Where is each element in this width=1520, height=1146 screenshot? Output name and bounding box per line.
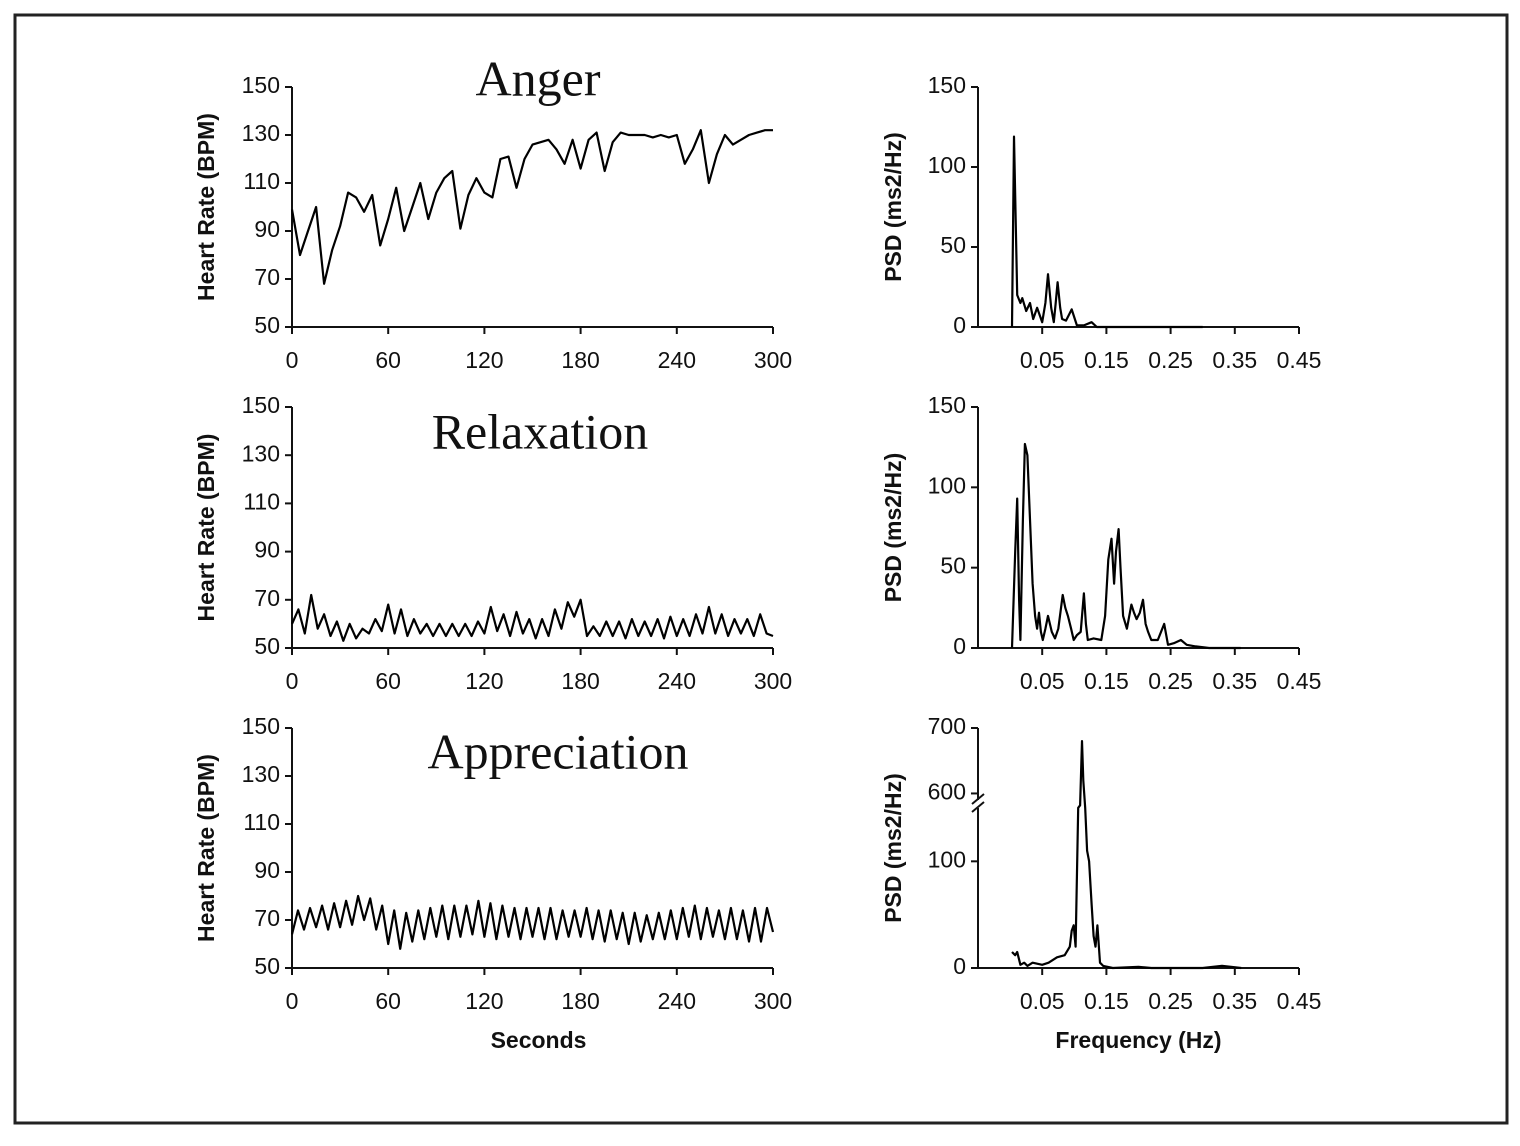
x-tick-label: 0.15 [1084, 347, 1129, 373]
y-tick-label: 600 [928, 779, 966, 805]
x-tick-label: 240 [658, 347, 696, 373]
chart-title: Appreciation [427, 723, 688, 779]
x-tick-label: 0.45 [1277, 668, 1322, 694]
y-tick-label: 70 [254, 585, 280, 611]
x-tick-label: 0.25 [1148, 988, 1193, 1014]
x-tick-label: 180 [561, 347, 599, 373]
y-tick-label: 700 [928, 713, 966, 739]
y-tick-label: 150 [242, 392, 280, 418]
x-tick-label: 0.05 [1020, 347, 1065, 373]
y-axis-label: Heart Rate (BPM) [193, 434, 219, 622]
x-tick-label: 180 [561, 668, 599, 694]
y-axis-label: PSD (ms2/Hz) [880, 132, 906, 282]
x-tick-label: 0.15 [1084, 988, 1129, 1014]
data-line [290, 894, 775, 950]
x-tick-label: 0.35 [1212, 988, 1257, 1014]
x-tick-label: 0.25 [1148, 347, 1193, 373]
y-tick-label: 90 [254, 857, 280, 883]
y-tick-label: 150 [928, 72, 966, 98]
y-tick-label: 0 [953, 633, 966, 659]
chart-title: Anger [476, 50, 601, 106]
axis-break [971, 793, 985, 805]
x-tick-label: 0.05 [1020, 988, 1065, 1014]
x-tick-label: 300 [754, 668, 792, 694]
y-axis-label: PSD (ms2/Hz) [880, 773, 906, 923]
y-tick-label: 70 [254, 905, 280, 931]
x-tick-label: 120 [465, 668, 503, 694]
x-tick-label: 120 [465, 988, 503, 1014]
y-tick-label: 100 [928, 846, 966, 872]
x-axis-label: Seconds [491, 1027, 587, 1053]
data-line [290, 129, 773, 285]
x-tick-label: 300 [754, 347, 792, 373]
data-line [1010, 135, 1203, 329]
chart-title: Relaxation [432, 403, 649, 459]
x-tick-label: 0.15 [1084, 668, 1129, 694]
data-line [1010, 442, 1241, 650]
y-tick-label: 70 [254, 264, 280, 290]
y-tick-label: 130 [242, 761, 280, 787]
data-line [290, 593, 774, 642]
x-tick-label: 0.35 [1212, 668, 1257, 694]
y-tick-label: 100 [928, 152, 966, 178]
y-tick-label: 50 [254, 312, 280, 338]
y-axis-label: Heart Rate (BPM) [193, 754, 219, 942]
y-tick-label: 90 [254, 537, 280, 563]
y-tick-label: 50 [940, 553, 966, 579]
axis-break [971, 801, 985, 813]
y-tick-label: 50 [940, 232, 966, 258]
x-tick-label: 300 [754, 988, 792, 1014]
x-tick-label: 240 [658, 988, 696, 1014]
y-tick-label: 90 [254, 216, 280, 242]
y-tick-label: 110 [243, 488, 280, 514]
x-tick-label: 60 [375, 668, 401, 694]
x-tick-label: 0 [286, 347, 299, 373]
x-tick-label: 120 [465, 347, 503, 373]
x-tick-label: 0.35 [1212, 347, 1257, 373]
x-tick-label: 0.45 [1277, 988, 1322, 1014]
x-tick-label: 0.25 [1148, 668, 1193, 694]
x-tick-label: 60 [375, 988, 401, 1014]
x-tick-label: 240 [658, 668, 696, 694]
frame [13, 13, 1509, 1125]
x-tick-label: 180 [561, 988, 599, 1014]
y-tick-label: 50 [254, 633, 280, 659]
y-tick-label: 130 [242, 440, 280, 466]
y-tick-label: 150 [242, 713, 280, 739]
y-tick-label: 100 [928, 472, 966, 498]
y-tick-label: 130 [242, 120, 280, 146]
y-axis-label: Heart Rate (BPM) [193, 113, 219, 301]
x-axis-label: Frequency (Hz) [1055, 1027, 1221, 1053]
y-tick-label: 50 [254, 953, 280, 979]
x-tick-label: 0 [286, 988, 299, 1014]
y-tick-label: 150 [242, 72, 280, 98]
x-tick-label: 60 [375, 347, 401, 373]
y-tick-label: 0 [953, 312, 966, 338]
y-tick-label: 0 [953, 953, 966, 979]
x-tick-label: 0 [286, 668, 299, 694]
x-tick-label: 0.45 [1277, 347, 1322, 373]
y-tick-label: 110 [243, 809, 280, 835]
y-tick-label: 150 [928, 392, 966, 418]
data-line [1011, 740, 1242, 970]
x-tick-label: 0.05 [1020, 668, 1065, 694]
y-tick-label: 110 [243, 168, 280, 194]
y-axis-label: PSD (ms2/Hz) [880, 453, 906, 603]
